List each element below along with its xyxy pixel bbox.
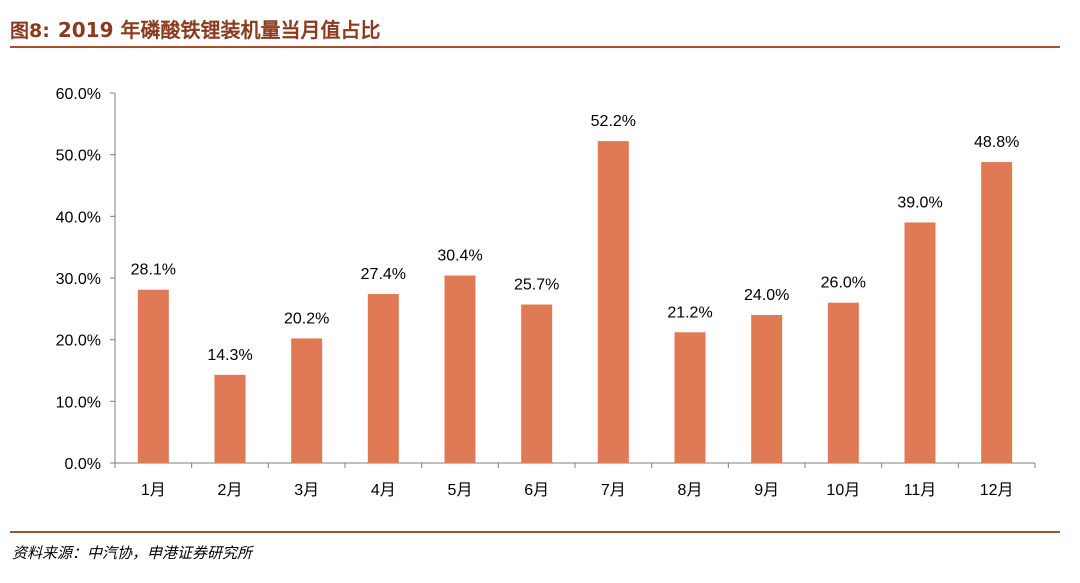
tick-labels: 0.0% 10.0% 20.0% 30.0% 40.0% 50.0% 60.0% 1月 2月 3月… xyxy=(56,86,1014,499)
x-tick-label: 11月 xyxy=(904,482,937,499)
data-label: 39.0% xyxy=(897,195,942,212)
x-tick-label: 6月 xyxy=(524,482,549,499)
data-label: 21.2% xyxy=(667,304,712,321)
x-tick-label: 3月 xyxy=(294,482,319,499)
x-tick-label: 2月 xyxy=(218,482,243,499)
bar xyxy=(674,332,706,463)
x-tick-label: 7月 xyxy=(601,482,626,499)
data-label: 26.0% xyxy=(821,275,866,292)
bars xyxy=(137,141,1013,464)
bar xyxy=(521,304,553,463)
bar xyxy=(137,289,169,463)
x-tick-label: 1月 xyxy=(141,482,166,499)
x-tick-label: 5月 xyxy=(448,482,473,499)
data-label: 52.2% xyxy=(591,113,636,130)
top-divider xyxy=(10,46,1060,48)
y-tick-label: 30.0% xyxy=(56,271,101,288)
x-tick-label: 9月 xyxy=(754,482,779,499)
axes xyxy=(110,92,1036,468)
y-tick-label: 0.0% xyxy=(65,456,101,473)
y-tick-label: 50.0% xyxy=(56,148,101,165)
bottom-divider xyxy=(10,531,1060,533)
bar xyxy=(751,315,783,463)
x-tick-label: 4月 xyxy=(371,482,396,499)
source-note: 资料来源：中汽协，申港证券研究所 xyxy=(12,544,253,562)
bar xyxy=(291,338,323,463)
bar xyxy=(367,294,399,463)
bar xyxy=(904,222,936,463)
data-label: 28.1% xyxy=(131,262,176,279)
data-labels: 28.1% 14.3% 20.2% 27.4% 30.4% 25.7% 52.2% 21.2%… xyxy=(131,113,1020,364)
bar xyxy=(981,162,1013,464)
data-label: 25.7% xyxy=(514,277,559,294)
data-label: 27.4% xyxy=(361,266,406,283)
chart-title: 2019 年磷酸铁锂装机量当月值占比 xyxy=(57,18,381,42)
bar xyxy=(444,275,476,463)
data-label: 48.8% xyxy=(974,134,1019,151)
bar xyxy=(597,141,629,463)
y-tick-label: 60.0% xyxy=(56,86,101,103)
y-tick-label: 20.0% xyxy=(56,333,101,350)
y-tick-label: 40.0% xyxy=(56,209,101,226)
y-tick-label: 10.0% xyxy=(56,394,101,411)
data-label: 14.3% xyxy=(207,347,252,364)
x-tick-label: 10月 xyxy=(826,482,860,499)
bar xyxy=(827,302,859,463)
x-tick-label: 8月 xyxy=(678,482,703,499)
data-label: 30.4% xyxy=(437,248,482,265)
data-label: 24.0% xyxy=(744,287,789,304)
figure-header: 图8: 2019 年磷酸铁锂装机量当月值占比 xyxy=(10,14,380,44)
x-tick-label: 12月 xyxy=(980,482,1014,499)
figure-label: 图8: xyxy=(10,20,50,42)
bar xyxy=(214,374,246,463)
data-label: 20.2% xyxy=(284,310,329,327)
